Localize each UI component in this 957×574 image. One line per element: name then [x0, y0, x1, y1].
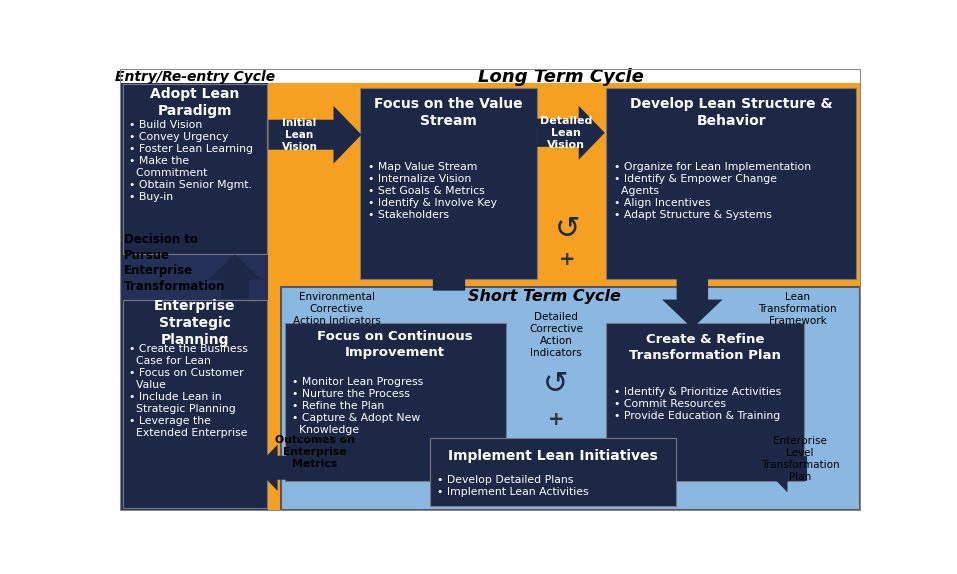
Polygon shape: [209, 254, 261, 298]
Bar: [607, 88, 856, 279]
Text: Develop Lean Structure &
Behavior: Develop Lean Structure & Behavior: [630, 98, 833, 128]
Text: Short Term Cycle: Short Term Cycle: [468, 289, 621, 304]
Text: Detailed
Corrective
Action
Indicators: Detailed Corrective Action Indicators: [529, 312, 583, 358]
Text: Outcomes on
Enterprise
Metrics: Outcomes on Enterprise Metrics: [275, 435, 355, 468]
Polygon shape: [662, 278, 723, 328]
Text: Adopt Lean
Paradigm: Adopt Lean Paradigm: [150, 87, 239, 118]
Text: Entry/Re-entry Cycle: Entry/Re-entry Cycle: [115, 71, 275, 84]
Text: Enterprise
Level
Transformation
Plan: Enterprise Level Transformation Plan: [761, 436, 839, 482]
Text: Long Term Cycle: Long Term Cycle: [478, 68, 644, 86]
Text: Environmental
Corrective
Action Indicators: Environmental Corrective Action Indicato…: [293, 292, 381, 326]
Bar: [430, 439, 676, 506]
Bar: [122, 83, 268, 510]
Text: ↺: ↺: [555, 215, 580, 243]
Text: Enterprise
Strategic
Planning: Enterprise Strategic Planning: [154, 299, 235, 347]
Text: +: +: [559, 250, 576, 269]
Text: Detailed
Lean
Vision: Detailed Lean Vision: [540, 116, 592, 150]
Polygon shape: [268, 106, 362, 164]
Bar: [280, 287, 859, 510]
Bar: [122, 83, 267, 254]
Text: • Map Value Stream
• Internalize Vision
• Set Goals & Metrics
• Identify & Invol: • Map Value Stream • Internalize Vision …: [367, 161, 497, 219]
Bar: [607, 323, 804, 481]
Text: • Develop Detailed Plans
• Implement Lean Activities: • Develop Detailed Plans • Implement Lea…: [437, 475, 589, 497]
Polygon shape: [537, 106, 605, 160]
Bar: [122, 300, 267, 508]
Polygon shape: [765, 445, 807, 492]
Text: Initial
Lean
Vision: Initial Lean Vision: [281, 118, 318, 152]
Bar: [360, 88, 537, 279]
Polygon shape: [418, 233, 480, 290]
Text: +: +: [547, 410, 565, 429]
Text: Create & Refine
Transformation Plan: Create & Refine Transformation Plan: [629, 333, 781, 362]
Text: • Identify & Prioritize Activities
• Commit Resources
• Provide Education & Trai: • Identify & Prioritize Activities • Com…: [614, 387, 781, 421]
Text: Lean
Transformation
Framework: Lean Transformation Framework: [759, 292, 837, 326]
Polygon shape: [256, 445, 298, 491]
Text: • Organize for Lean Implementation
• Identify & Empower Change
  Agents
• Align : • Organize for Lean Implementation • Ide…: [614, 161, 812, 219]
Text: Decision to
Pursue
Enterprise
Transformation: Decision to Pursue Enterprise Transforma…: [124, 233, 226, 293]
Text: • Build Vision
• Convey Urgency
• Foster Lean Learning
• Make the
  Commitment
•: • Build Vision • Convey Urgency • Foster…: [129, 121, 253, 202]
Bar: [284, 323, 505, 481]
Text: • Monitor Lean Progress
• Nurture the Process
• Refine the Plan
• Capture & Adop: • Monitor Lean Progress • Nurture the Pr…: [293, 377, 424, 435]
Bar: [268, 83, 861, 511]
Text: • Create the Business
  Case for Lean
• Focus on Customer
  Value
• Include Lean: • Create the Business Case for Lean • Fo…: [129, 344, 248, 438]
Text: Implement Lean Initiatives: Implement Lean Initiatives: [448, 449, 657, 463]
Text: Focus on the Value
Stream: Focus on the Value Stream: [374, 98, 523, 128]
Text: Focus on Continuous
Improvement: Focus on Continuous Improvement: [317, 330, 473, 359]
Text: ↺: ↺: [544, 370, 568, 399]
